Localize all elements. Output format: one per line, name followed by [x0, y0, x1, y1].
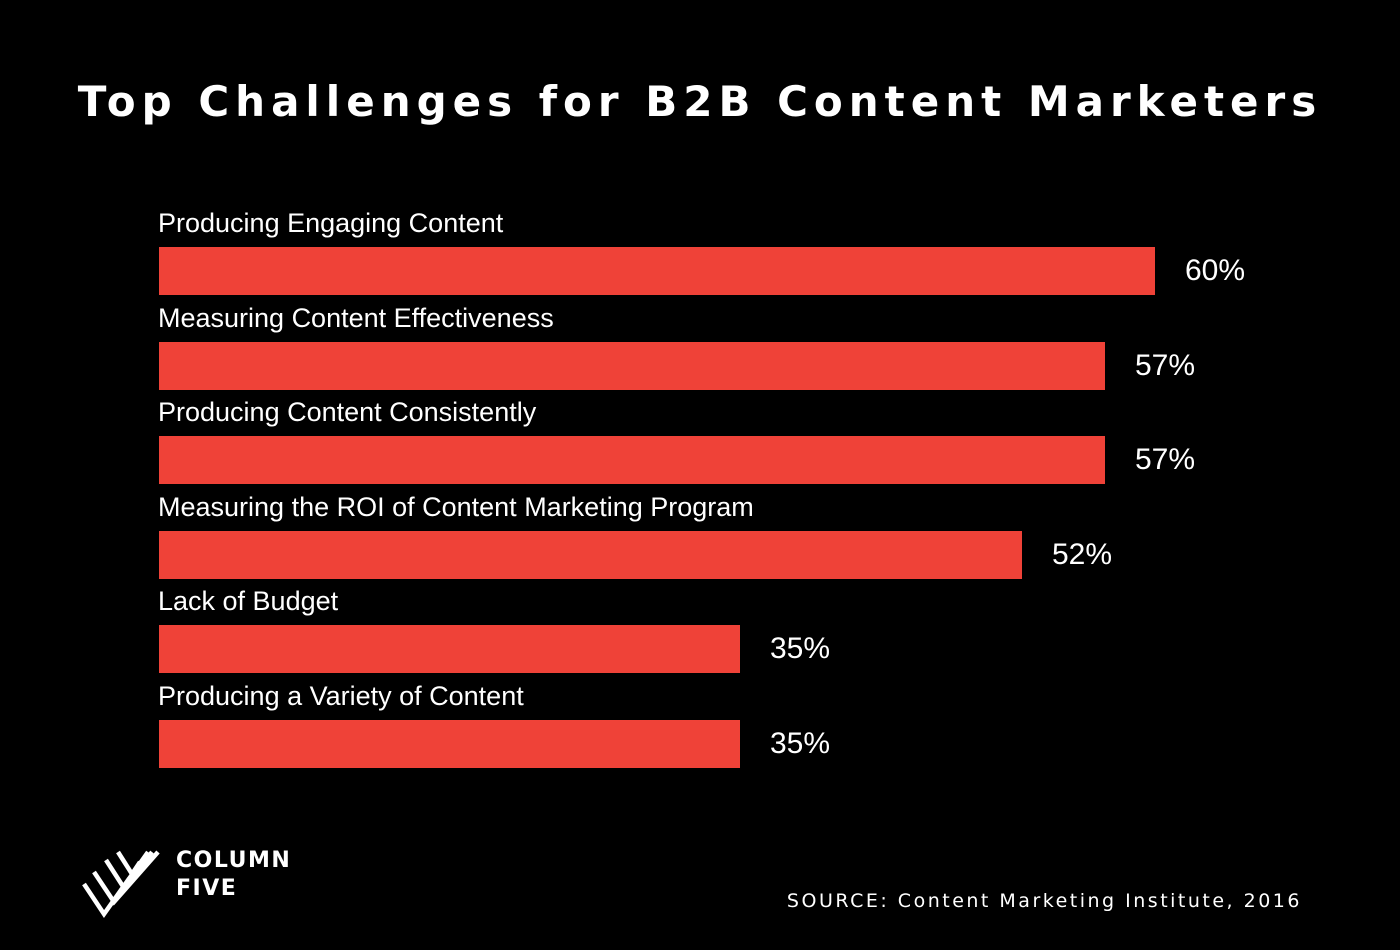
value-label: 57%	[1135, 349, 1196, 382]
value-label: 35%	[770, 727, 831, 760]
column-five-logo-icon	[82, 850, 160, 918]
bar	[159, 625, 740, 673]
column-five-logo: COLUMN FIVE	[82, 848, 302, 920]
source-note: SOURCE: Content Marketing Institute, 201…	[786, 890, 1302, 912]
value-label: 57%	[1135, 443, 1196, 476]
category-label: Producing Content Consistently	[158, 397, 537, 427]
value-label: 52%	[1052, 538, 1113, 571]
bar	[159, 436, 1105, 484]
category-label: Measuring the ROI of Content Marketing P…	[158, 492, 754, 522]
value-label: 60%	[1185, 254, 1246, 287]
value-label: 35%	[770, 632, 831, 665]
logo-text-line2: FIVE	[176, 876, 238, 901]
bar	[159, 247, 1155, 295]
logo-text-line1: COLUMN	[176, 848, 292, 873]
category-label: Measuring Content Effectiveness	[158, 303, 554, 333]
category-label: Producing a Variety of Content	[158, 681, 524, 711]
category-label: Producing Engaging Content	[158, 208, 504, 238]
bar	[159, 531, 1022, 579]
category-label: Lack of Budget	[158, 586, 339, 616]
chart-title: Top Challenges for B2B Content Marketers	[77, 77, 1323, 126]
bar	[159, 342, 1105, 390]
bar	[159, 720, 740, 768]
